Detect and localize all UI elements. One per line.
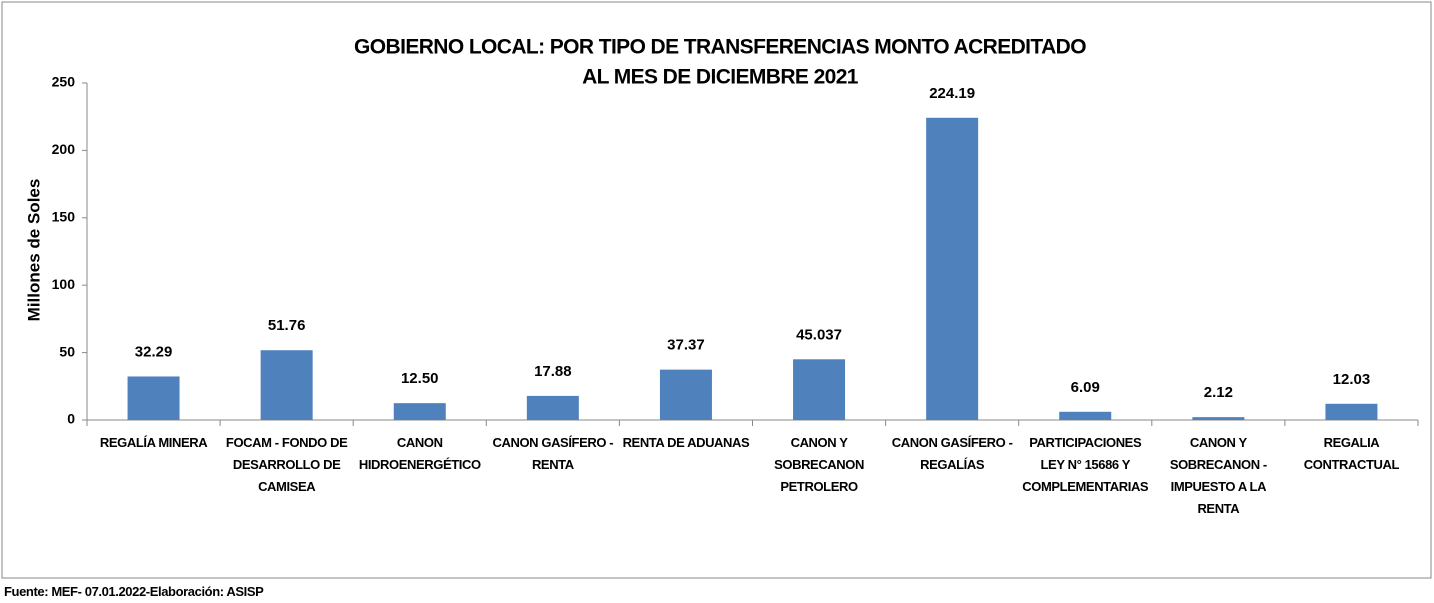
data-label: 12.50 xyxy=(401,370,439,387)
bar xyxy=(1192,417,1245,420)
y-tick-label: 100 xyxy=(52,276,76,292)
x-tick-label: FOCAM - FONDO DE DESARROLLO DE CAMISEA xyxy=(225,435,348,494)
x-tick-label: REGALIA CONTRACTUAL xyxy=(1303,435,1400,472)
data-label: 37.37 xyxy=(667,337,705,354)
data-label: 17.88 xyxy=(534,363,572,380)
bar xyxy=(393,403,446,420)
chart-title: GOBIERNO LOCAL: POR TIPO DE TRANSFERENCI… xyxy=(354,36,1086,59)
y-tick-label: 50 xyxy=(59,343,75,359)
bar xyxy=(127,376,180,420)
data-label: 224.19 xyxy=(929,85,975,102)
chart-border xyxy=(1,1,1432,579)
x-tick-label: CANON Y SOBRECANON PETROLERO xyxy=(774,435,864,494)
data-label: 12.03 xyxy=(1333,371,1371,388)
x-tick-label: CANON Y SOBRECANON - IMPUESTO A LA RENTA xyxy=(1169,435,1267,516)
bar xyxy=(926,117,979,421)
y-tick-label: 150 xyxy=(52,209,76,225)
x-tick-label: CANON HIDROENERGÉTICO xyxy=(358,435,481,472)
bar xyxy=(1059,411,1112,420)
bar xyxy=(793,359,846,420)
bar xyxy=(526,395,579,420)
x-tick-label: REGALÍA MINERA xyxy=(99,435,208,450)
x-tick-label: CANON GASÍFERO - RENTA xyxy=(492,435,614,472)
data-label: 2.12 xyxy=(1204,384,1233,401)
bar xyxy=(1325,403,1378,420)
y-axis-label: Millones de Soles xyxy=(24,179,43,322)
x-tick-label: RENTA DE ADUANAS xyxy=(622,435,750,450)
x-tick-label: CANON GASÍFERO - REGALÍAS xyxy=(891,435,1013,472)
y-tick-label: 0 xyxy=(67,411,75,427)
bar xyxy=(659,369,712,420)
x-tick-label: PARTICIPACIONES LEY N° 15686 Y COMPLEMEN… xyxy=(1022,435,1149,494)
chart-subtitle: AL MES DE DICIEMBRE 2021 xyxy=(582,66,859,89)
source: Fuente: MEF- 07.01.2022-Elaboración: ASI… xyxy=(4,584,264,599)
data-label: 32.29 xyxy=(135,343,173,360)
y-tick-label: 250 xyxy=(52,74,76,90)
data-label: 51.76 xyxy=(268,317,306,334)
data-label: 45.037 xyxy=(796,326,842,343)
y-tick-label: 200 xyxy=(52,141,76,157)
bar xyxy=(260,350,313,420)
data-label: 6.09 xyxy=(1071,379,1100,396)
